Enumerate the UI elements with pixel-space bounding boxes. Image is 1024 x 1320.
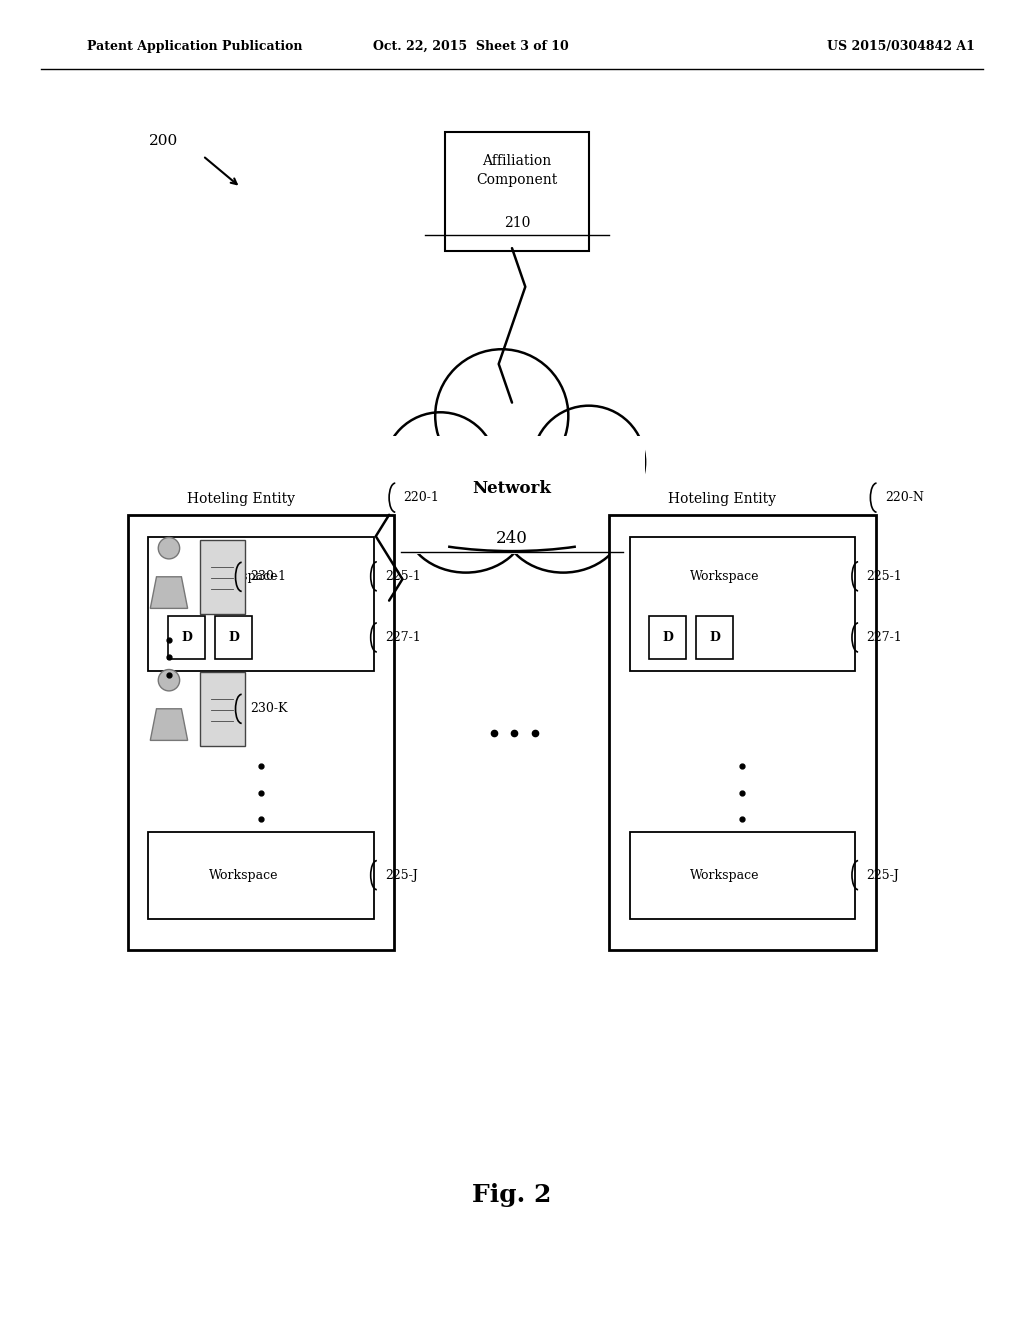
FancyBboxPatch shape: [445, 132, 589, 251]
Text: 225-1: 225-1: [385, 570, 421, 583]
Text: Oct. 22, 2015  Sheet 3 of 10: Oct. 22, 2015 Sheet 3 of 10: [373, 40, 569, 53]
FancyBboxPatch shape: [215, 616, 252, 659]
Text: D: D: [663, 631, 673, 644]
Text: 225-J: 225-J: [866, 869, 899, 882]
Ellipse shape: [159, 537, 179, 558]
Text: D: D: [228, 631, 239, 644]
FancyBboxPatch shape: [148, 537, 374, 671]
Text: Affiliation
Component: Affiliation Component: [476, 153, 558, 187]
FancyBboxPatch shape: [128, 515, 394, 950]
Ellipse shape: [502, 470, 625, 573]
Text: Workspace: Workspace: [690, 869, 760, 882]
Text: 230-1: 230-1: [250, 570, 286, 583]
Text: 225-1: 225-1: [866, 570, 902, 583]
FancyBboxPatch shape: [696, 616, 733, 659]
Text: 210: 210: [504, 216, 530, 230]
FancyBboxPatch shape: [168, 616, 205, 659]
Text: 200: 200: [148, 135, 178, 148]
Text: 220-1: 220-1: [403, 491, 439, 504]
Ellipse shape: [159, 669, 179, 690]
FancyBboxPatch shape: [200, 672, 245, 746]
Text: 240: 240: [496, 531, 528, 546]
FancyBboxPatch shape: [379, 436, 645, 554]
FancyBboxPatch shape: [630, 832, 855, 919]
Text: Fig. 2: Fig. 2: [472, 1183, 552, 1206]
Text: 230-K: 230-K: [250, 702, 288, 715]
Text: Patent Application Publication: Patent Application Publication: [87, 40, 302, 53]
FancyBboxPatch shape: [630, 537, 855, 671]
Ellipse shape: [532, 405, 645, 519]
Text: Hoteling Entity: Hoteling Entity: [668, 491, 776, 506]
Text: 227-1: 227-1: [385, 631, 421, 644]
Text: D: D: [181, 631, 191, 644]
Text: US 2015/0304842 A1: US 2015/0304842 A1: [827, 40, 975, 53]
Text: 225-J: 225-J: [385, 869, 418, 882]
FancyBboxPatch shape: [609, 515, 876, 950]
Polygon shape: [151, 577, 187, 609]
FancyBboxPatch shape: [200, 540, 245, 614]
Text: Workspace: Workspace: [690, 570, 760, 583]
Ellipse shape: [435, 350, 568, 482]
Polygon shape: [151, 709, 187, 741]
Text: Workspace: Workspace: [209, 869, 279, 882]
Text: 220-N: 220-N: [885, 491, 924, 504]
FancyBboxPatch shape: [649, 616, 686, 659]
FancyBboxPatch shape: [148, 832, 374, 919]
Text: 227-1: 227-1: [866, 631, 902, 644]
Text: Hoteling Entity: Hoteling Entity: [186, 491, 295, 506]
Text: D: D: [710, 631, 720, 644]
Ellipse shape: [384, 412, 497, 525]
Ellipse shape: [404, 470, 527, 573]
Text: Network: Network: [472, 480, 552, 496]
Text: Workspace: Workspace: [209, 570, 279, 583]
